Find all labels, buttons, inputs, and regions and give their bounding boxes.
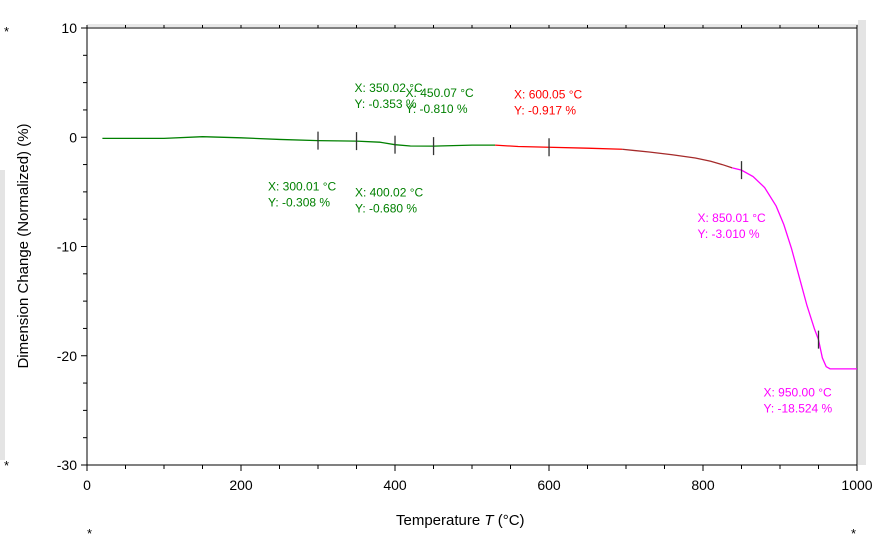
axes: 0 200 400 600 800 1000 10 0 -10 -20 -30 [57, 20, 873, 493]
corner-marker-icon: * [87, 526, 92, 540]
annotations-group: X: 300.01 °C Y: -0.308 % X: 350.02 °C Y: -0… [268, 81, 833, 416]
corner-marker-icon: * [851, 526, 856, 540]
y-tick-label: -10 [57, 239, 77, 255]
annotation-x: X: 600.05 °C [514, 87, 583, 101]
annotation-y: Y: -0.308 % [268, 196, 330, 210]
series-line [622, 148, 733, 169]
left-edge-bar [0, 170, 5, 460]
annotation-x: X: 450.07 °C [406, 86, 475, 100]
x-axis-label: Temperature T (°C) [396, 512, 525, 529]
series-line [732, 167, 857, 370]
x-tick-label: 1000 [841, 477, 872, 493]
corner-marker-icon: * [4, 458, 9, 473]
y-tick-label: 0 [69, 129, 77, 145]
y-tick-label: -30 [57, 457, 77, 473]
y-tick-label: -20 [57, 348, 77, 364]
annotation-y: Y: -0.353 % [355, 97, 417, 111]
series-line [102, 136, 496, 147]
corner-marker-icon: * [4, 24, 9, 39]
x-tick-label: 200 [229, 477, 253, 493]
annotation-x: X: 300.01 °C [268, 180, 337, 194]
annotation-y: Y: -0.917 % [514, 103, 576, 117]
series-line [495, 144, 623, 150]
markers-group [317, 131, 820, 349]
x-tick-label: 800 [691, 477, 715, 493]
annotation-y: Y: -3.010 % [698, 227, 760, 241]
annotation-x: X: 350.02 °C [355, 81, 424, 95]
annotation-y: Y: -18.524 % [764, 402, 833, 416]
y-tick-label: 10 [61, 20, 77, 36]
annotation-y: Y: -0.680 % [355, 202, 417, 216]
annotation-y: Y: -0.810 % [406, 102, 468, 116]
y-axis-label: Dimension Change (Normalized) (%) [15, 123, 32, 368]
annotation-x: X: 850.01 °C [698, 211, 767, 225]
x-tick-label: 0 [83, 477, 91, 493]
x-tick-label: 400 [383, 477, 407, 493]
annotation-x: X: 400.02 °C [355, 186, 424, 200]
x-tick-label: 600 [537, 477, 561, 493]
series-group [102, 136, 857, 370]
right-edge-bar [858, 20, 866, 465]
annotation-x: X: 950.00 °C [764, 386, 833, 400]
